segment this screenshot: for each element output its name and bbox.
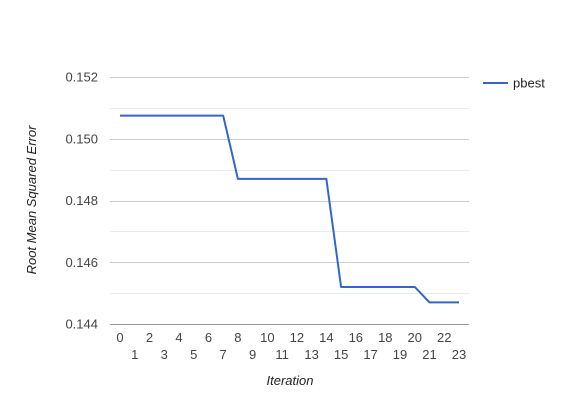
x-tick-label: 7	[220, 347, 227, 362]
x-tick-label: 10	[260, 330, 274, 345]
legend: pbest	[483, 76, 545, 91]
y-tick-label: 0.150	[65, 131, 98, 146]
x-tick-label: 21	[422, 347, 436, 362]
y-tick-labels: 0.144 0.146 0.148 0.150 0.152	[65, 70, 98, 332]
y-tick-label: 0.144	[65, 317, 98, 332]
x-tick-label: 11	[275, 347, 289, 362]
x-axis-title: Iteration	[267, 373, 314, 388]
x-tick-label: 9	[249, 347, 256, 362]
series-line-pbest	[120, 114, 459, 304]
x-tick-label: 8	[234, 330, 241, 345]
x-tick-label: 1	[131, 347, 138, 362]
x-tick-label: 14	[319, 330, 333, 345]
x-tick-label: 20	[408, 330, 422, 345]
legend-label-pbest: pbest	[513, 76, 545, 91]
x-tick-label: 19	[393, 347, 407, 362]
x-tick-label: 2	[146, 330, 153, 345]
x-tick-labels: 0 2 4 6 8 10 12 14 16 18 20 221 3 5 7 9 11 13 15 17 19 21 23	[116, 330, 466, 362]
y-tick-label: 0.152	[65, 70, 98, 85]
x-tick-label: 16	[349, 330, 363, 345]
x-tick-label: 5	[190, 347, 197, 362]
x-tick-label: 15	[334, 347, 348, 362]
series-lines	[120, 114, 459, 304]
x-tick-label: 0	[116, 330, 123, 345]
gridlines	[110, 77, 469, 325]
y-tick-label: 0.148	[65, 193, 98, 208]
x-tick-label: 4	[175, 330, 182, 345]
y-tick-label: 0.146	[65, 255, 98, 270]
x-tick-label: 6	[205, 330, 212, 345]
x-tick-label: 17	[363, 347, 377, 362]
x-tick-label: 18	[378, 330, 392, 345]
x-tick-label: 13	[304, 347, 318, 362]
y-axis-title: Root Mean Squared Error	[24, 125, 39, 275]
x-tick-label: 3	[161, 347, 168, 362]
x-tick-label: 23	[452, 347, 466, 362]
x-tick-label: 22	[437, 330, 451, 345]
x-tick-label: 12	[290, 330, 304, 345]
